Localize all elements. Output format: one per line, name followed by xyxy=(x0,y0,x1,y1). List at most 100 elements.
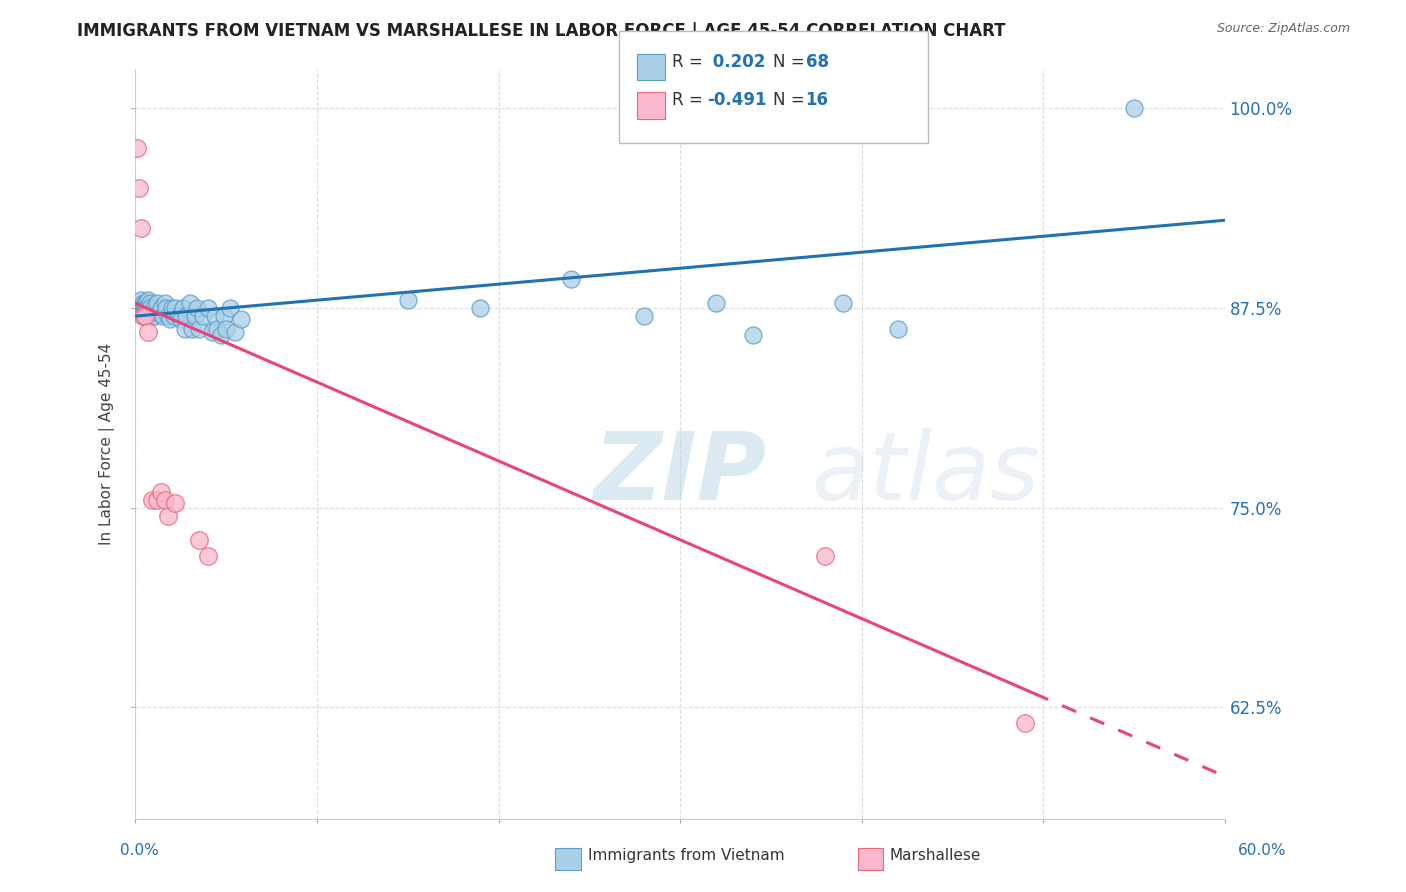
Text: N =: N = xyxy=(773,91,804,109)
Point xyxy=(135,309,157,323)
Point xyxy=(135,301,157,315)
Point xyxy=(129,306,152,320)
Text: N =: N = xyxy=(773,53,804,70)
Text: R =: R = xyxy=(672,91,703,109)
Point xyxy=(139,301,162,315)
Point xyxy=(132,296,155,310)
Point xyxy=(560,272,582,286)
Point xyxy=(173,322,195,336)
Text: 16: 16 xyxy=(806,91,828,109)
Point xyxy=(134,300,156,314)
Point xyxy=(741,328,763,343)
Point xyxy=(832,296,855,310)
Point xyxy=(167,309,190,323)
Point xyxy=(136,325,159,339)
Point xyxy=(134,309,156,323)
Point xyxy=(1123,102,1146,116)
Point xyxy=(136,293,159,307)
Point xyxy=(170,312,193,326)
Point xyxy=(191,309,214,323)
Point xyxy=(188,322,211,336)
Point xyxy=(162,309,184,323)
Point xyxy=(152,309,174,323)
Point xyxy=(160,301,183,315)
Point xyxy=(142,301,165,315)
Point xyxy=(184,309,207,323)
Text: atlas: atlas xyxy=(811,428,1039,519)
Point xyxy=(159,312,181,326)
Point xyxy=(128,181,150,195)
Point xyxy=(470,301,492,315)
Point xyxy=(165,496,187,510)
Point xyxy=(128,301,150,315)
Point xyxy=(197,301,219,315)
Point xyxy=(229,312,252,326)
Point xyxy=(132,306,155,320)
Point xyxy=(127,141,149,155)
Point xyxy=(706,296,728,310)
Point xyxy=(157,309,180,323)
Text: Immigrants from Vietnam: Immigrants from Vietnam xyxy=(588,848,785,863)
Text: 0.0%: 0.0% xyxy=(120,843,159,858)
Point xyxy=(179,296,201,310)
Point xyxy=(155,301,177,315)
Point xyxy=(146,492,169,507)
Point xyxy=(172,301,194,315)
Point xyxy=(134,309,156,323)
Point xyxy=(215,322,238,336)
Point xyxy=(127,301,149,315)
Point xyxy=(149,301,172,315)
Point xyxy=(887,322,910,336)
Point xyxy=(153,492,176,507)
Text: -0.491: -0.491 xyxy=(707,91,766,109)
Point xyxy=(145,309,167,323)
Text: IMMIGRANTS FROM VIETNAM VS MARSHALLESE IN LABOR FORCE | AGE 45-54 CORRELATION CH: IMMIGRANTS FROM VIETNAM VS MARSHALLESE I… xyxy=(77,22,1005,40)
Point xyxy=(157,508,180,523)
Point xyxy=(149,484,172,499)
Point xyxy=(633,309,655,323)
Point xyxy=(134,301,156,315)
Point xyxy=(135,296,157,310)
Point xyxy=(132,309,155,323)
Point xyxy=(396,293,419,307)
Point xyxy=(132,301,155,315)
Point xyxy=(134,301,156,315)
Point xyxy=(219,301,242,315)
Point xyxy=(153,296,176,310)
Point xyxy=(146,296,169,310)
Point xyxy=(165,301,187,315)
Point xyxy=(129,301,152,315)
Point xyxy=(204,309,226,323)
Point xyxy=(134,296,156,310)
Text: Marshallese: Marshallese xyxy=(890,848,981,863)
Point xyxy=(141,309,163,323)
Point xyxy=(132,309,155,323)
Point xyxy=(197,549,219,563)
Point xyxy=(141,306,163,320)
Point xyxy=(148,306,170,320)
Point xyxy=(224,325,246,339)
Point xyxy=(209,328,232,343)
Point xyxy=(136,300,159,314)
Point xyxy=(205,322,228,336)
Point xyxy=(214,309,236,323)
Point xyxy=(176,309,198,323)
Point xyxy=(129,221,152,235)
Y-axis label: In Labor Force | Age 45-54: In Labor Force | Age 45-54 xyxy=(100,343,115,545)
Point xyxy=(186,301,208,315)
Point xyxy=(136,306,159,320)
Point xyxy=(180,322,202,336)
Point xyxy=(814,549,837,563)
Text: ZIP: ZIP xyxy=(593,428,766,520)
Point xyxy=(141,492,163,507)
Point xyxy=(188,533,211,547)
Text: 0.202: 0.202 xyxy=(707,53,766,70)
Point xyxy=(201,325,224,339)
Text: R =: R = xyxy=(672,53,703,70)
Text: Source: ZipAtlas.com: Source: ZipAtlas.com xyxy=(1216,22,1350,36)
Text: 68: 68 xyxy=(806,53,828,70)
Point xyxy=(134,304,156,318)
Point xyxy=(129,293,152,307)
Point xyxy=(139,296,162,310)
Text: 60.0%: 60.0% xyxy=(1239,843,1286,858)
